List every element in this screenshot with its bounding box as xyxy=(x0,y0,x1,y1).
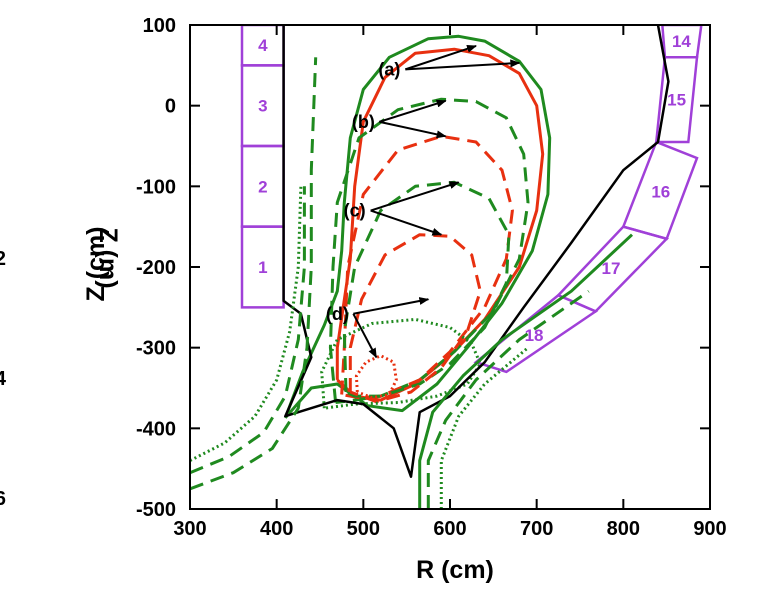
x-tick-label: 800 xyxy=(607,518,640,540)
series-line-9 xyxy=(282,25,670,478)
series-line-14 xyxy=(190,186,306,475)
annotation-arrow-2-2 xyxy=(379,120,447,139)
annotation-label-4: (d) xyxy=(326,304,349,324)
x-tick-label: 700 xyxy=(520,518,553,540)
component-box-label-16: 16 xyxy=(651,182,670,201)
y-tick-label: -100 xyxy=(136,176,176,198)
component-box-label-1: 1 xyxy=(258,258,267,277)
x-tick-label: 600 xyxy=(433,518,466,540)
plot-frame xyxy=(189,24,711,510)
annotation-label-2: (b) xyxy=(352,112,375,132)
y-tick-label: -300 xyxy=(136,338,176,360)
series-line-4 xyxy=(340,134,514,400)
y-tick-label: 0 xyxy=(165,96,176,118)
series-line-6 xyxy=(348,233,482,404)
series-line-13 xyxy=(190,57,318,491)
axis-labels: 300 400 500 600 700 800 9001000-100-200-300-40… xyxy=(136,15,727,540)
component-box-label-4: 4 xyxy=(258,36,268,55)
series-line-8 xyxy=(354,354,398,400)
left-cut-tick-4: 4 xyxy=(0,368,7,390)
x-tick-label: 400 xyxy=(260,518,293,540)
annotation-arrow-4-2 xyxy=(352,313,378,359)
x-tick-label: 300 xyxy=(173,518,206,540)
series-line-7 xyxy=(320,317,482,410)
left-cut-tick-6: 6 xyxy=(0,488,6,510)
plot-area: 4 3 2 1 14 15 16 17 18 (a) (b) (c) (d) xyxy=(190,25,703,509)
component-box-15 xyxy=(654,56,699,144)
y-tick-label: -500 xyxy=(136,499,176,521)
series-line-11 xyxy=(426,289,590,509)
y-tick-label: -400 xyxy=(136,418,176,440)
series-line-3 xyxy=(328,97,530,404)
y-tick-label: -200 xyxy=(136,257,176,279)
component-box-1 xyxy=(240,225,285,309)
axis-ticks xyxy=(189,24,711,510)
component-box-label-17: 17 xyxy=(602,259,621,278)
annotation-arrow-3-2 xyxy=(370,209,443,236)
x-tick-label: 500 xyxy=(347,518,380,540)
series-line-10 xyxy=(418,233,634,509)
annotation-arrow-1-2 xyxy=(405,59,521,71)
series-line-15 xyxy=(190,186,303,462)
component-box-label-2: 2 xyxy=(258,177,267,196)
component-box-label-14: 14 xyxy=(672,32,691,51)
x-axis-title: R (cm) xyxy=(416,556,494,584)
annotation-label-1: (a) xyxy=(378,59,400,79)
x-tick-label: 900 xyxy=(693,518,726,540)
annotation-arrow-3-1 xyxy=(370,181,460,212)
left-cut-tick-2: 2 xyxy=(0,248,6,270)
annotation-arrow-1-1 xyxy=(405,45,477,71)
series-line-5 xyxy=(342,180,511,398)
y-axis-title-behind: Z (m) xyxy=(94,227,122,288)
y-tick-label: 100 xyxy=(143,15,176,37)
component-box-label-15: 15 xyxy=(667,91,686,110)
annotation-arrow-4-1 xyxy=(353,297,430,315)
component-box-label-3: 3 xyxy=(258,97,267,116)
y-axis-title: Z (cm) xyxy=(82,227,110,302)
component-box-label-18: 18 xyxy=(525,326,544,345)
series-line-12 xyxy=(439,346,529,509)
annotation-label-3: (c) xyxy=(344,201,366,221)
annotation-arrow-2-1 xyxy=(379,99,447,123)
